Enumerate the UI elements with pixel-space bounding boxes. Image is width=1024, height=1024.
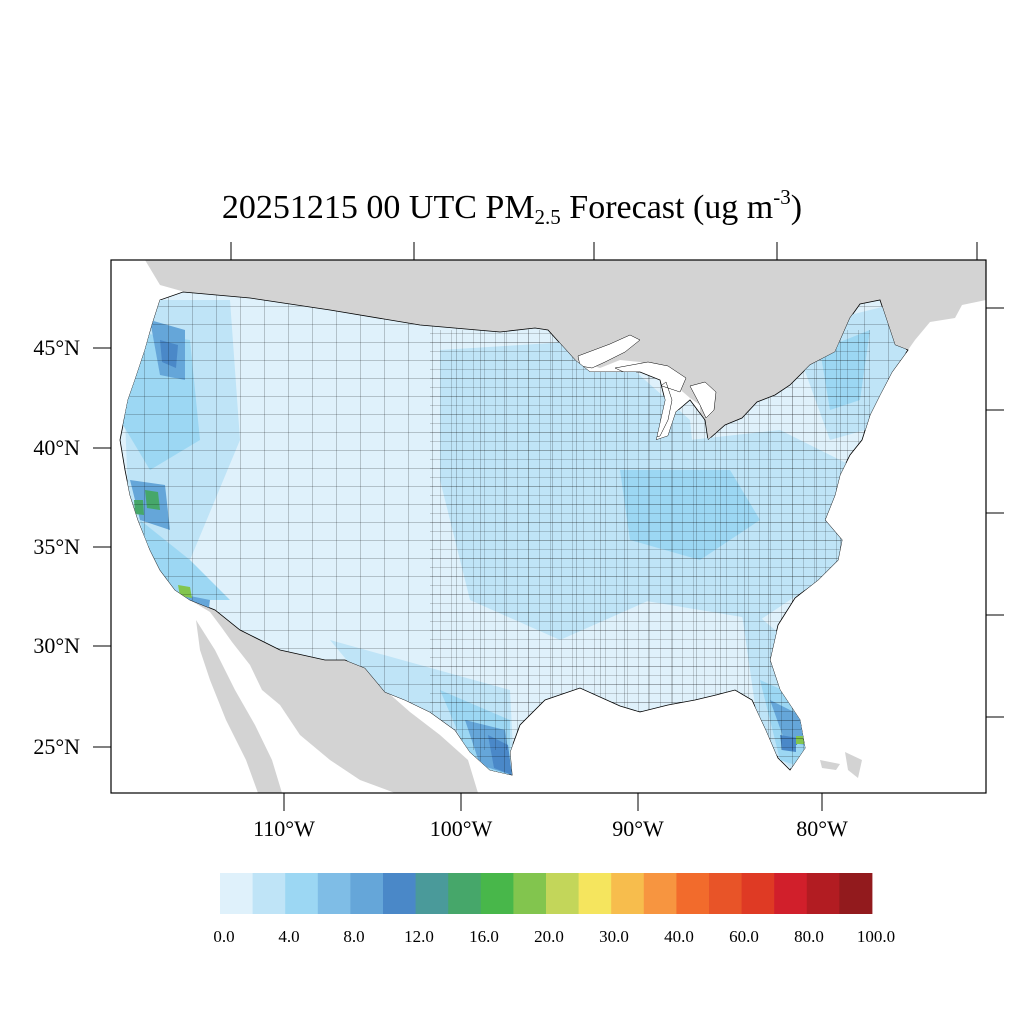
colorbar-swatch xyxy=(741,873,775,914)
colorbar-label-16: 16.0 xyxy=(469,927,499,946)
colorbar-swatch xyxy=(448,873,482,914)
colorbar-swatch xyxy=(676,873,710,914)
lon-label-100w: 100°W xyxy=(429,816,493,841)
mexico-landmass xyxy=(190,600,478,793)
lon-label-80w: 80°W xyxy=(796,816,848,841)
colorbar-swatch xyxy=(415,873,449,914)
colorbar-swatch xyxy=(546,873,579,914)
colorbar-swatch xyxy=(578,873,612,914)
lon-label-110w: 110°W xyxy=(253,816,315,841)
lat-label-35: 35°N xyxy=(33,534,80,559)
colorbar-swatch xyxy=(839,873,873,914)
colorbar-swatch xyxy=(806,873,840,914)
colorbar-label-8: 8.0 xyxy=(343,927,365,946)
map-frame xyxy=(110,259,987,794)
colorbar-swatch xyxy=(774,873,808,914)
colorbar-label-20: 20.0 xyxy=(534,927,564,946)
colorbar-label-100: 100.0 xyxy=(856,927,896,946)
colorbar-label-12: 12.0 xyxy=(404,927,434,946)
colorbar-swatch xyxy=(643,873,677,914)
caribbean-islands xyxy=(820,752,862,778)
colorbar-swatch xyxy=(350,873,384,914)
colorbar-label-80: 80.0 xyxy=(794,927,824,946)
lat-label-40: 40°N xyxy=(33,435,80,460)
colorbar-swatch xyxy=(513,873,547,914)
colorbar-label-0: 0.0 xyxy=(213,927,235,946)
colorbar-label-30: 30.0 xyxy=(599,927,629,946)
map-title: 20251215 00 UTC PM2.5 Forecast (ug m-3) xyxy=(221,185,803,229)
colorbar-swatch xyxy=(383,873,416,914)
colorbar-swatch xyxy=(220,873,253,914)
canada-landmass xyxy=(145,260,986,440)
lat-label-25: 25°N xyxy=(33,734,80,759)
great-lakes xyxy=(577,334,801,456)
colorbar-swatch xyxy=(709,873,742,914)
lon-label-90w: 90°W xyxy=(612,816,664,841)
colorbar-swatch xyxy=(285,873,319,914)
lat-label-45: 45°N xyxy=(33,335,80,360)
colorbar-swatch xyxy=(611,873,645,914)
colorbar-swatch xyxy=(317,873,351,914)
colorbar xyxy=(220,873,873,914)
axis-ticks xyxy=(93,242,1004,811)
colorbar-label-60: 60.0 xyxy=(729,927,759,946)
colorbar-swatch xyxy=(252,873,286,914)
colorbar-label-4: 4.0 xyxy=(278,927,300,946)
colorbar-label-40: 40.0 xyxy=(664,927,694,946)
lat-label-30: 30°N xyxy=(33,633,80,658)
colorbar-swatch xyxy=(480,873,514,914)
